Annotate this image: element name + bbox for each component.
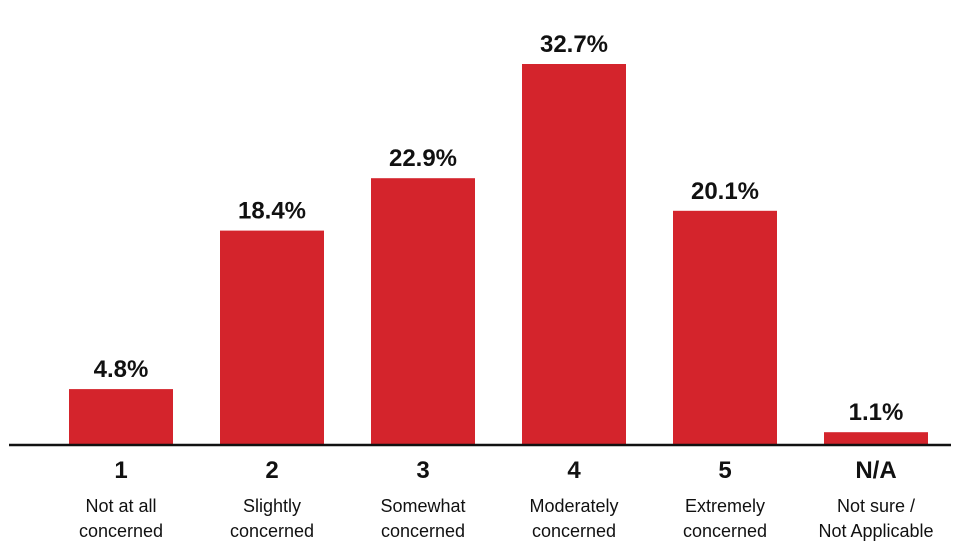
value-label-4: 32.7% bbox=[540, 31, 608, 58]
value-label-2: 18.4% bbox=[238, 198, 306, 225]
category-code-5: 5 bbox=[718, 457, 731, 484]
category-code-2: 2 bbox=[265, 457, 278, 484]
value-label-6: 1.1% bbox=[849, 399, 904, 426]
category-desc-4-line-1: Moderately bbox=[529, 496, 618, 516]
bar-6 bbox=[824, 432, 928, 445]
category-code-3: 3 bbox=[416, 457, 429, 484]
value-label-5: 20.1% bbox=[691, 178, 759, 205]
category-code-4: 4 bbox=[567, 457, 581, 484]
bars-layer bbox=[69, 64, 928, 445]
category-code-6: N/A bbox=[855, 457, 896, 484]
value-label-1: 4.8% bbox=[94, 356, 149, 383]
category-desc-2-line-2: concerned bbox=[230, 521, 314, 541]
category-code-1: 1 bbox=[114, 457, 127, 484]
category-desc-6-line-1: Not sure / bbox=[837, 496, 915, 516]
category-desc-3-line-1: Somewhat bbox=[380, 496, 465, 516]
category-desc-4-line-2: concerned bbox=[532, 521, 616, 541]
value-label-3: 22.9% bbox=[389, 145, 457, 172]
bar-4 bbox=[522, 64, 626, 445]
category-desc-1-line-2: concerned bbox=[79, 521, 163, 541]
category-desc-1-line-1: Not at all bbox=[85, 496, 156, 516]
category-desc-2-line-1: Slightly bbox=[243, 496, 301, 516]
labels-layer: 4.8% 1 Not at all concerned 18.4% 2 Slightly co… bbox=[79, 31, 934, 541]
bar-5 bbox=[673, 210, 777, 445]
category-desc-6-line-2: Not Applicable bbox=[818, 521, 933, 541]
bar-3 bbox=[371, 178, 475, 445]
category-desc-5-line-2: concerned bbox=[683, 521, 767, 541]
bar-2 bbox=[220, 230, 324, 445]
category-desc-3-line-2: concerned bbox=[381, 521, 465, 541]
category-desc-5-line-1: Extremely bbox=[685, 496, 765, 516]
bar-1 bbox=[69, 389, 173, 445]
